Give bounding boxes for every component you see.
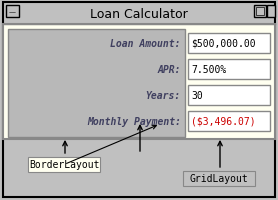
Bar xyxy=(28,157,100,172)
Bar xyxy=(267,6,275,18)
Bar xyxy=(256,8,264,16)
Text: ($3,496.07): ($3,496.07) xyxy=(191,116,256,126)
Bar xyxy=(3,25,275,139)
Bar xyxy=(188,111,270,131)
Text: BorderLayout: BorderLayout xyxy=(29,160,99,170)
Text: Loan Amount:: Loan Amount: xyxy=(110,39,181,49)
Text: 30: 30 xyxy=(191,91,203,100)
Text: 7.500%: 7.500% xyxy=(191,65,226,75)
Text: Loan Calculator: Loan Calculator xyxy=(90,7,188,20)
Bar xyxy=(183,171,255,186)
Bar xyxy=(6,6,19,18)
Bar xyxy=(254,6,266,18)
Bar xyxy=(8,30,185,137)
Bar xyxy=(188,60,270,80)
Bar xyxy=(188,86,270,105)
Text: APR:: APR: xyxy=(158,65,181,75)
Text: $500,000.00: $500,000.00 xyxy=(191,39,256,49)
Text: —: — xyxy=(9,9,16,15)
Text: Years:: Years: xyxy=(146,91,181,100)
Text: GridLayout: GridLayout xyxy=(190,174,248,184)
Text: Monthly Payment:: Monthly Payment: xyxy=(87,116,181,126)
Bar xyxy=(188,34,270,54)
